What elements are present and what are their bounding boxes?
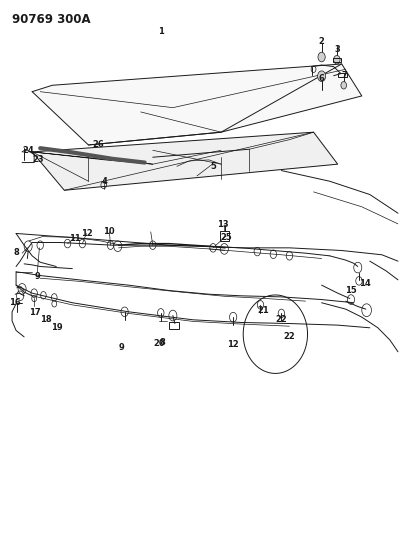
Text: 16: 16	[9, 298, 21, 307]
Text: 26: 26	[92, 141, 104, 149]
Text: 9: 9	[118, 343, 124, 352]
Polygon shape	[32, 64, 361, 145]
Text: 22: 22	[275, 316, 287, 324]
Bar	[168, 322, 179, 329]
Bar	[220, 231, 229, 241]
Text: 20: 20	[153, 340, 164, 348]
Text: 1: 1	[158, 28, 163, 36]
Text: 9: 9	[34, 272, 40, 280]
Text: 13: 13	[217, 221, 228, 229]
Text: 17: 17	[29, 309, 41, 317]
Text: 4: 4	[101, 177, 107, 185]
Text: 18: 18	[40, 316, 51, 324]
Text: 12: 12	[227, 341, 239, 349]
Circle shape	[317, 52, 324, 62]
Text: 22: 22	[283, 333, 295, 341]
Text: 14: 14	[358, 279, 370, 288]
Polygon shape	[32, 132, 337, 190]
Text: 2: 2	[318, 37, 324, 46]
Text: 24: 24	[22, 146, 34, 155]
Text: 10: 10	[103, 228, 114, 236]
Bar	[332, 58, 340, 62]
Text: 7: 7	[341, 71, 346, 80]
Text: 11: 11	[69, 234, 81, 243]
Text: 25: 25	[219, 233, 231, 241]
Bar	[338, 73, 346, 77]
Circle shape	[333, 55, 339, 64]
Text: 23: 23	[32, 156, 44, 164]
Text: 8: 8	[160, 338, 165, 346]
Circle shape	[317, 71, 325, 82]
Text: 5: 5	[210, 162, 215, 171]
Text: 21: 21	[257, 306, 269, 314]
Text: 90769 300A: 90769 300A	[12, 13, 91, 26]
Text: 3: 3	[334, 45, 340, 53]
Text: 15: 15	[344, 286, 356, 295]
Text: 12: 12	[80, 229, 92, 238]
Circle shape	[340, 82, 346, 89]
Text: 8: 8	[13, 248, 19, 256]
Text: 19: 19	[51, 324, 63, 332]
Text: 6: 6	[318, 75, 324, 83]
